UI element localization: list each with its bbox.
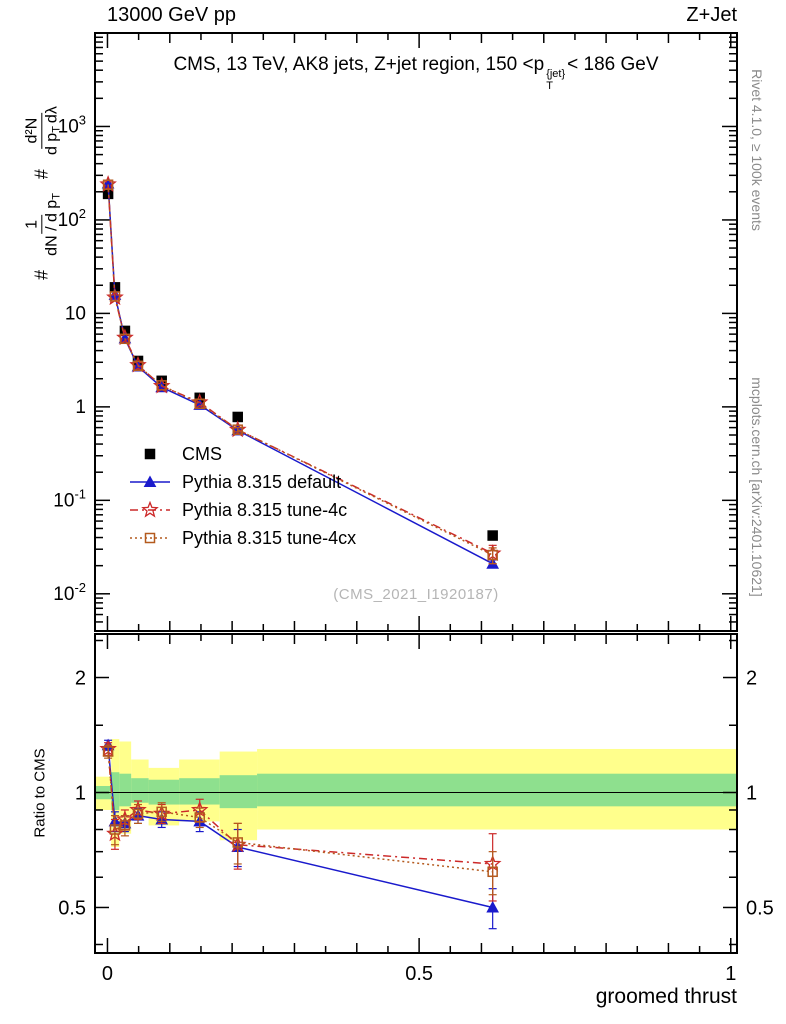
- plot-title-sub: T: [546, 79, 553, 92]
- legend-marker-pythia-4cx-icon: [130, 532, 170, 544]
- main-y-axis-label: # 1 dN / d pT # d²N d pTdλ: [22, 104, 63, 280]
- pt-supsub: {jet} T: [546, 68, 566, 92]
- svg-text:103: 103: [58, 112, 86, 137]
- legend-label-cms: CMS: [182, 443, 222, 464]
- svg-text:1: 1: [725, 963, 736, 985]
- mcplots-credit-label: mcplots.cern.ch [arXiv:2401.10621]: [749, 377, 765, 597]
- plot-title: CMS, 13 TeV, AK8 jets, Z+jet region, 150…: [95, 54, 737, 92]
- analysis-id-watermark: (CMS_2021_I1920187): [333, 586, 499, 603]
- ylabel-fraction-2: d²N d pTdλ: [22, 104, 63, 157]
- legend: CMS Pythia 8.315 default Pythia 8.315 tu…: [128, 440, 356, 552]
- svg-text:10-2: 10-2: [53, 580, 86, 605]
- legend-marker-pythia-4c-icon: [130, 501, 170, 518]
- svg-text:0.5: 0.5: [58, 897, 86, 919]
- ylabel-hash-1: #: [31, 269, 52, 280]
- svg-text:1: 1: [746, 782, 757, 804]
- legend-item-pythia-4c: Pythia 8.315 tune-4c: [128, 496, 356, 524]
- legend-label-pythia-default: Pythia 8.315 default: [182, 471, 342, 492]
- ylabel-frac1-num: 1: [22, 215, 43, 234]
- svg-text:1: 1: [75, 782, 86, 804]
- svg-text:0.5: 0.5: [405, 963, 433, 985]
- legend-marker-cms-icon: [144, 448, 156, 460]
- ylabel-hash-2: #: [31, 169, 52, 180]
- plot-title-pre: CMS, 13 TeV, AK8 jets, Z+jet region, 150…: [173, 54, 545, 75]
- beam-energy-label: 13000 GeV pp: [107, 4, 236, 26]
- svg-text:2: 2: [746, 668, 757, 690]
- x-axis-label: groomed thrust: [595, 985, 737, 1008]
- legend-item-pythia-default: Pythia 8.315 default: [128, 468, 356, 496]
- legend-label-pythia-4cx: Pythia 8.315 tune-4cx: [182, 527, 357, 548]
- ylabel-frac1-den: dN / d pT: [43, 193, 63, 256]
- ylabel-frac2-den: d pTdλ: [43, 106, 63, 156]
- svg-text:10-1: 10-1: [53, 486, 86, 511]
- ylabel-fraction-1: 1 dN / d pT: [22, 191, 63, 258]
- svg-text:0: 0: [102, 963, 113, 985]
- process-label: Z+Jet: [686, 4, 737, 26]
- plot-title-post: < 186 GeV: [567, 54, 659, 75]
- ylabel-frac2-num: d²N: [22, 112, 43, 149]
- svg-text:0.5: 0.5: [746, 897, 774, 919]
- legend-marker-pythia-default-icon: [130, 475, 170, 487]
- svg-text:102: 102: [58, 206, 86, 231]
- ratio-y-axis-label: Ratio to CMS: [31, 748, 49, 838]
- svg-text:1: 1: [75, 397, 86, 418]
- legend-item-pythia-4cx: Pythia 8.315 tune-4cx: [128, 524, 356, 552]
- svg-text:10: 10: [65, 303, 86, 324]
- plot-title-sup: {jet}: [546, 68, 566, 80]
- rivet-version-label: Rivet 4.1.0, ≥ 100k events: [749, 69, 765, 231]
- legend-item-cms: CMS: [128, 440, 356, 468]
- legend-label-pythia-4c: Pythia 8.315 tune-4c: [182, 499, 348, 520]
- svg-text:2: 2: [75, 668, 86, 690]
